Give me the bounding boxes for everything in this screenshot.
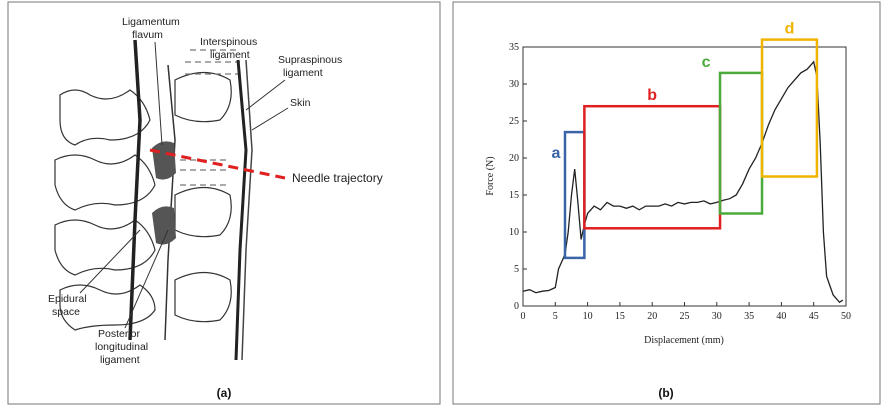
label: ligament	[100, 354, 140, 366]
y-tick-label: 20	[509, 153, 519, 164]
skin-line-outer	[241, 59, 253, 361]
x-tick-label: 35	[744, 311, 754, 322]
x-tick-label: 40	[776, 311, 786, 322]
label: Needle trajectory	[292, 171, 383, 185]
panel-b-frame	[452, 1, 881, 405]
label: space	[52, 306, 80, 318]
ligamentum-blob	[152, 206, 176, 245]
phase-label: a	[552, 145, 561, 162]
label: longitudinal	[95, 341, 148, 353]
caption: (a)	[217, 386, 232, 400]
y-tick-label: 15	[509, 190, 519, 201]
x-tick-label: 10	[583, 311, 593, 322]
phase-region	[583, 104, 722, 230]
y-tick-label: 10	[509, 227, 519, 238]
needle-trajectory	[149, 148, 286, 180]
phase-label: c	[702, 54, 711, 71]
x-tick-label: 15	[615, 311, 625, 322]
label: ligament	[283, 67, 323, 79]
y-tick-label: 30	[509, 79, 519, 90]
leader	[245, 79, 286, 111]
leader	[79, 229, 141, 294]
x-tick-label: 25	[680, 311, 690, 322]
ligament-line	[164, 64, 176, 341]
label: Posterior	[98, 328, 141, 340]
label: Supraspinous	[278, 54, 342, 66]
phase-region	[718, 71, 764, 215]
force-curve	[522, 60, 844, 304]
label: Epidural	[48, 293, 87, 305]
panel-a-frame	[7, 1, 441, 405]
label: flavum	[132, 29, 163, 41]
ligamentum-blob	[152, 141, 176, 180]
skin-line	[234, 59, 248, 361]
leader	[251, 107, 289, 131]
y-tick-label: 5	[514, 264, 519, 275]
label: Ligamentum	[122, 16, 180, 28]
leader	[124, 229, 169, 329]
phase-label: d	[785, 21, 795, 38]
x-tick-label: 0	[521, 311, 526, 322]
phase-region	[760, 38, 819, 178]
spine-drawing	[54, 49, 240, 331]
x-tick-label: 20	[647, 311, 657, 322]
phase-label: b	[647, 87, 657, 104]
x-tick-label: 5	[553, 311, 558, 322]
x-tick-label: 50	[841, 311, 851, 322]
caption: (b)	[658, 386, 673, 400]
y-tick-label: 35	[509, 42, 519, 53]
y-axis-label: Force (N)	[485, 156, 496, 195]
leader	[154, 41, 163, 146]
dura-line	[128, 39, 142, 341]
label: ligament	[210, 49, 250, 61]
x-tick-label: 30	[712, 311, 722, 322]
y-tick-label: 25	[509, 116, 519, 127]
x-tick-label: 45	[809, 311, 819, 322]
label: Interspinous	[200, 36, 257, 48]
x-axis-label: Displacement (mm)	[644, 335, 724, 346]
y-tick-label: 0	[514, 301, 519, 312]
label: Skin	[290, 97, 311, 109]
